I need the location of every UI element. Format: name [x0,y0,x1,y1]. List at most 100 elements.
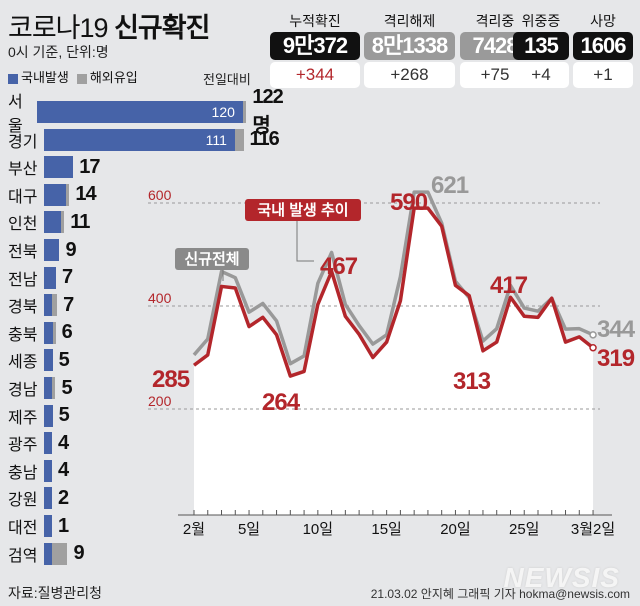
region-row: 인천 11 [0,210,90,234]
region-name: 부산 [8,161,38,179]
region-total: 14 [75,183,96,206]
chart-area [194,208,594,515]
source: 자료:질병관리청 [8,585,103,601]
svg-text:신규전체: 신규전체 [184,251,239,268]
imported-bar [52,542,68,565]
region-name: 검역 [8,547,38,565]
region-total: 6 [61,321,73,344]
stat-1: 격리해제 8만1338 +268 [364,10,455,88]
y-tick: 400 [148,290,172,306]
domestic-bar [44,321,53,344]
total-line [192,190,594,366]
label-467: 467 [320,253,358,280]
stat-label: 위중증 [521,13,561,29]
region-row: 부산 17 [0,155,100,179]
domestic-bar [44,183,67,206]
region-row: 검역 9 [0,542,85,566]
region-row: 대구 14 [0,183,97,207]
stat-label: 사망 [590,13,616,29]
region-total: 9 [73,542,84,565]
region-total: 5 [61,376,72,399]
stat-label: 격리해제 [383,13,436,29]
region-name: 서울 [8,94,23,135]
stat-2: 격리중 7428 +75 [460,10,530,88]
legend-domestic: 국내발생 [8,67,69,86]
imported-bar [52,294,58,317]
label-313: 313 [453,368,491,395]
imported-bar [61,211,65,234]
region-total: 7 [62,266,73,289]
newsis-logo: NEWSIS [503,562,620,593]
x-tick: 5일 [238,521,260,538]
label-590: 590 [390,189,428,216]
label-344: 344 [597,316,636,343]
label-621: 621 [431,172,469,199]
domestic-bar: 111 [44,128,235,151]
x-tick: 2월 [183,521,205,538]
stat-label: 누적확진 [289,13,341,29]
domestic-bar [44,211,62,234]
imported-bar [242,101,247,123]
stat-value: 9만372 [270,32,360,60]
region-row: 경남 5 [0,376,73,400]
region-name: 충남 [8,464,38,482]
y-tick: 600 [148,187,172,203]
stat-value: 1606 [573,32,633,60]
stat-delta: +4 [513,62,569,88]
stat-3: 위중증 135 +4 [513,10,569,88]
domestic-bar [44,542,52,565]
region-name: 경북 [8,299,38,317]
region-row: 경북 7 [0,293,74,317]
region-name: 광주 [8,437,38,455]
region-total: 1 [58,514,69,537]
region-row: 전북 9 [0,238,77,262]
region-total: 116 [249,128,280,151]
domestic-bar [44,294,52,317]
imported-bar [52,321,56,344]
region-name: 세종 [8,354,38,372]
subtitle: 0시 기준, 단위:명 [8,44,109,60]
domestic-bar [44,156,74,179]
domestic-bar [44,487,52,510]
region-row: 서울 120 122명 [0,86,290,137]
region-row: 세종 5 [0,348,70,372]
prev-day-label: 전일대비 [203,72,251,87]
label-285: 285 [152,366,190,393]
y-tick: 200 [148,393,172,409]
region-name: 대전 [8,520,38,537]
legend: 국내발생 해외유입 [8,67,138,86]
svg-text:국내 발생 추이: 국내 발생 추이 [257,202,348,219]
region-row: 전남 7 [0,266,73,290]
x-tick: 20일 [440,521,471,538]
region-name: 경기 [8,133,38,151]
stat-0: 누적확진 9만372 +344 [270,10,360,88]
region-name: 전남 [8,271,38,289]
domestic-trend-badge [245,199,361,221]
legend-imported: 해외유입 [76,67,138,86]
total-badge [175,248,249,270]
x-tick: 3월2일 [571,521,615,538]
stat-4: 사망 1606 +1 [573,10,633,88]
label-417: 417 [490,272,528,299]
x-tick: 25일 [509,521,540,538]
region-name: 제주 [8,409,38,427]
region-name: 충북 [8,326,38,344]
region-name: 대구 [8,188,38,206]
x-tick: 10일 [303,521,334,538]
stat-label: 격리중 [475,13,515,29]
region-total: 5 [58,348,70,371]
domestic-bar [44,404,53,427]
region-name: 강원 [8,492,38,510]
region-total: 4 [58,459,69,482]
stat-delta: +1 [573,62,633,88]
stat-value: 135 [513,32,569,60]
region-total: 17 [79,155,100,178]
imported-bar [66,183,70,206]
credit: 21.03.02 안지혜 그래픽 기자 hokma@newsis.com [370,587,630,601]
x-tick: 15일 [371,521,402,538]
domestic-bar [44,239,60,261]
domestic-bar [44,349,53,372]
domestic-bar [44,515,52,537]
stat-value: 8만1338 [364,32,455,60]
